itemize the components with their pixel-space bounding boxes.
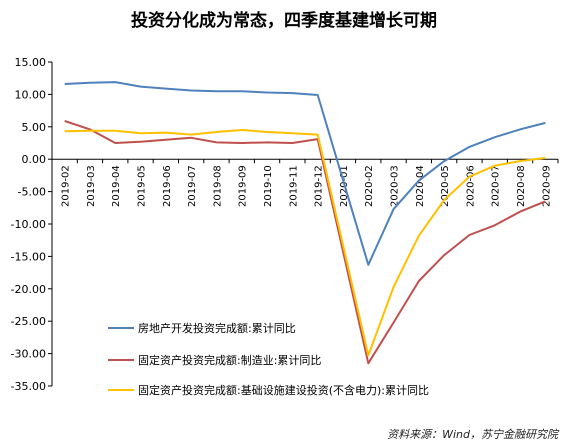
chart-title: 投资分化成为常态，四季度基建增长可期 [131,11,437,31]
x-tick-label: 2020-07 [491,165,502,207]
x-tick-label: 2020-09 [541,165,552,207]
legend-label-3: 固定资产投资完成额:基础设施建设投资(不含电力):累计同比 [138,383,429,397]
x-tick-label: 2019-07 [187,165,198,207]
chart-series [64,81,546,365]
chart-legend: 房地产开发投资完成额:累计同比固定资产投资完成额:制造业:累计同比固定资产投资完… [108,321,429,397]
y-tick-label: -25.00 [11,315,46,328]
y-tick-label: 15.00 [15,56,47,69]
series-line-2 [64,120,546,365]
y-tick-label: -15.00 [11,250,46,263]
y-tick-label: -30.00 [11,348,46,361]
x-tick-label: 2019-10 [263,165,274,207]
legend-label-2: 固定资产投资完成额:制造业:累计同比 [138,353,321,367]
y-tick-label: 10.00 [15,88,47,101]
series-line-3 [64,129,546,357]
x-tick-label: 2019-09 [238,165,249,207]
y-tick-label: -35.00 [11,380,46,393]
source-note: 资料来源：Wind，苏宁金融研究院 [387,428,558,441]
y-tick-label: -5.00 [18,186,46,199]
x-tick-label: 2019-04 [111,165,122,207]
x-tick-label: 2020-05 [440,165,451,207]
x-tick-label: 2019-12 [314,165,325,207]
x-tick-label: 2019-08 [212,165,223,207]
x-tick-label: 2020-06 [465,165,476,207]
y-tick-label: 0.00 [22,153,47,166]
x-tick-label: 2020-02 [364,165,375,207]
x-tick-label: 2020-03 [390,165,401,207]
series-line-1 [64,81,546,266]
x-tick-label: 2019-02 [61,165,72,207]
x-tick-label: 2019-05 [137,165,148,207]
x-tick-label: 2019-11 [288,165,299,207]
x-tick-label: 2019-06 [162,165,173,207]
legend-label-1: 房地产开发投资完成额:累计同比 [138,321,296,335]
y-tick-label: 5.00 [22,121,47,134]
chart-axes: 15.00 10.00 5.00 0.00 -5.00 -10.00 -15.00 -20.0… [11,56,559,393]
y-tick-label: -20.00 [11,283,46,296]
x-tick-label: 2019-03 [86,165,97,207]
y-tick-label: -10.00 [11,218,46,231]
x-tick-label: 2020-04 [415,165,426,207]
x-tick-label: 2020-08 [516,165,527,207]
